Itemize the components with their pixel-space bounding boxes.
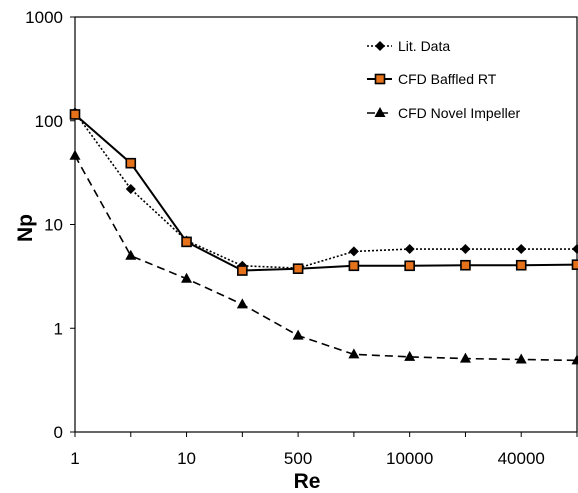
y-tick-label: 100 <box>35 112 63 131</box>
data-point <box>348 246 359 257</box>
legend-label: CFD Baffled RT <box>398 71 497 87</box>
data-point <box>348 260 360 272</box>
data-point <box>459 352 471 363</box>
y-tick-label: 1000 <box>25 8 63 27</box>
series-layer <box>69 107 578 365</box>
x-tick-label: 40000 <box>498 449 545 468</box>
x-tick-label: 1 <box>70 449 79 468</box>
data-point <box>348 348 360 359</box>
y-tick-label: 10 <box>44 216 63 235</box>
data-point <box>571 354 578 365</box>
data-point <box>237 265 248 276</box>
data-point <box>181 272 193 283</box>
data-point <box>125 157 137 169</box>
legend-label: CFD Novel Impeller <box>398 105 520 121</box>
plot-border <box>74 16 578 433</box>
data-point <box>515 353 527 364</box>
data-point <box>404 260 415 272</box>
data-point <box>236 298 248 309</box>
y-tick-label: 0 <box>54 423 63 442</box>
data-point <box>515 259 527 271</box>
data-point <box>572 244 578 255</box>
data-point <box>125 249 137 260</box>
data-point <box>292 329 304 340</box>
y-axis-title: Np <box>14 214 37 242</box>
series-line <box>74 155 578 362</box>
legend-marker <box>374 107 386 117</box>
x-tick-label: 10000 <box>386 449 433 468</box>
data-point <box>404 350 416 361</box>
legend-marker <box>375 41 385 51</box>
data-point <box>460 244 471 255</box>
x-tick-label: 10 <box>177 449 196 468</box>
data-point <box>292 263 304 274</box>
data-point <box>69 109 81 120</box>
x-axis-title: Re <box>294 470 321 493</box>
data-point <box>181 236 192 248</box>
series-line <box>74 113 578 272</box>
data-point <box>516 244 527 255</box>
data-point <box>460 259 471 271</box>
data-point <box>69 149 81 160</box>
y-axis: 0 1 10 100 1000 <box>25 8 75 442</box>
plot-area <box>74 16 578 433</box>
x-tick-label: 500 <box>284 449 312 468</box>
x-axis: 1 10 500 10000 40000 <box>70 432 578 468</box>
series-1 <box>70 107 578 274</box>
legend: Lit. Data CFD Baffled RT CFD Novel Impelle… <box>367 38 520 121</box>
series-3 <box>69 149 578 365</box>
series-2 <box>69 109 578 276</box>
legend-label: Lit. Data <box>398 38 450 54</box>
y-tick-label: 1 <box>54 319 63 338</box>
data-point <box>125 183 136 194</box>
data-point <box>571 259 578 270</box>
series-line <box>74 112 577 269</box>
data-point <box>404 244 415 255</box>
legend-marker <box>374 73 386 85</box>
